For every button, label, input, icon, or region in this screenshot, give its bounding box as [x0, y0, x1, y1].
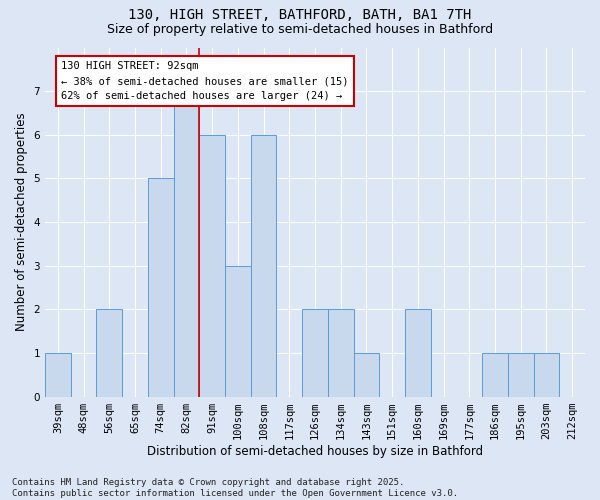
- Text: 130 HIGH STREET: 92sqm
← 38% of semi-detached houses are smaller (15)
62% of sem: 130 HIGH STREET: 92sqm ← 38% of semi-det…: [61, 62, 349, 101]
- Bar: [225, 266, 251, 396]
- Text: Size of property relative to semi-detached houses in Bathford: Size of property relative to semi-detach…: [107, 22, 493, 36]
- Text: Contains HM Land Registry data © Crown copyright and database right 2025.
Contai: Contains HM Land Registry data © Crown c…: [12, 478, 458, 498]
- Y-axis label: Number of semi-detached properties: Number of semi-detached properties: [15, 112, 28, 332]
- Bar: [148, 178, 173, 396]
- X-axis label: Distribution of semi-detached houses by size in Bathford: Distribution of semi-detached houses by …: [147, 444, 483, 458]
- Bar: [302, 310, 328, 396]
- Bar: [405, 310, 431, 396]
- Bar: [328, 310, 353, 396]
- Bar: [251, 135, 277, 396]
- Bar: [533, 353, 559, 397]
- Bar: [45, 353, 71, 397]
- Bar: [482, 353, 508, 397]
- Bar: [508, 353, 533, 397]
- Bar: [173, 91, 199, 396]
- Bar: [353, 353, 379, 397]
- Bar: [199, 135, 225, 396]
- Bar: [97, 310, 122, 396]
- Text: 130, HIGH STREET, BATHFORD, BATH, BA1 7TH: 130, HIGH STREET, BATHFORD, BATH, BA1 7T…: [128, 8, 472, 22]
